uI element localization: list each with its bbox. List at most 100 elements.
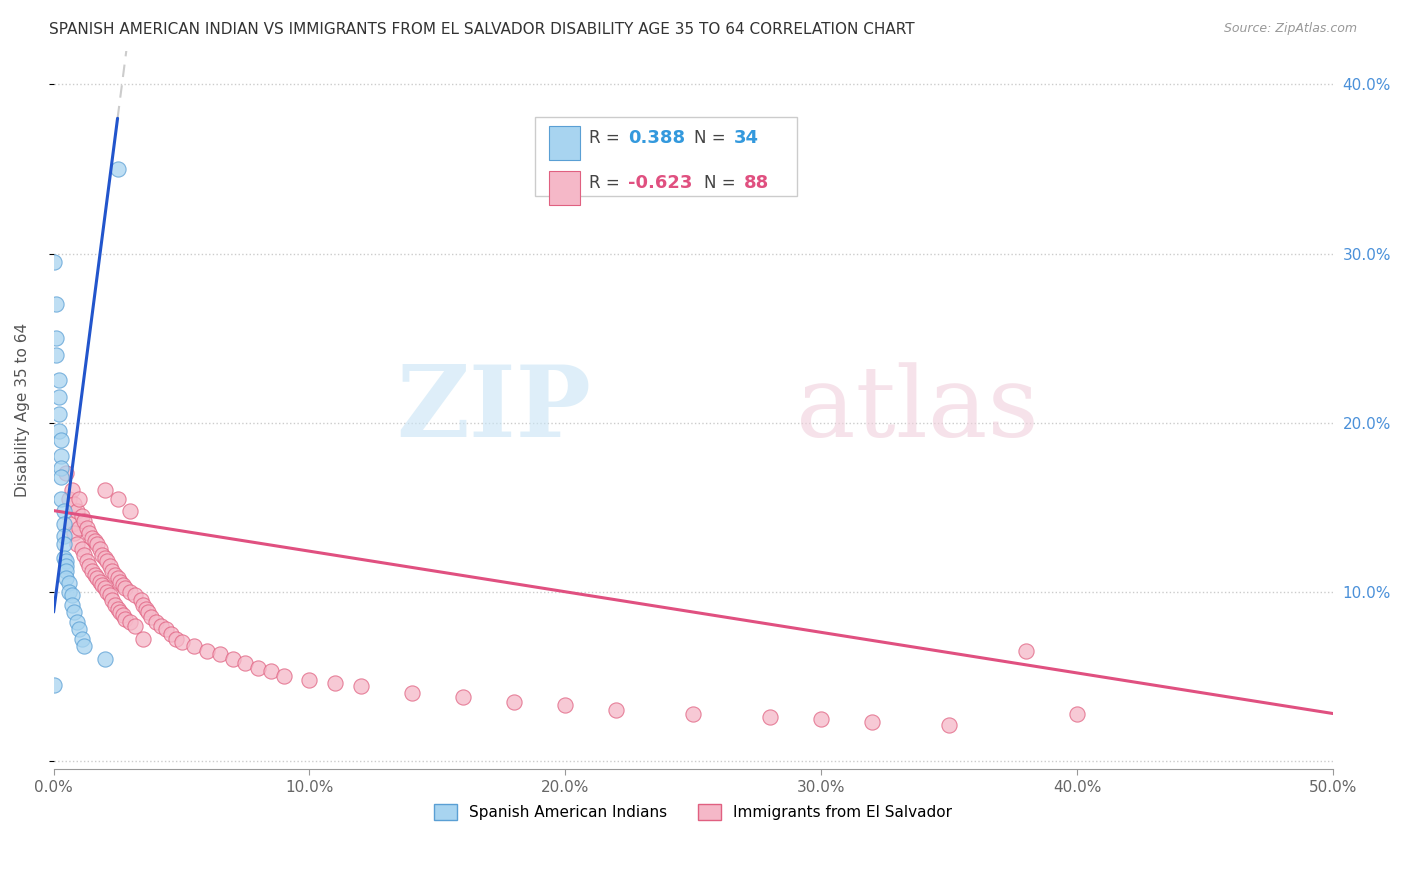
Point [83,534,105,549]
Point [42,678,65,692]
Point [247,661,270,675]
Point [55,571,77,585]
Point [70,632,93,646]
Legend: Spanish American Indians, Immigrants from El Salvador: Spanish American Indians, Immigrants fro… [427,798,959,826]
Point [63,605,86,619]
Text: R =: R = [589,129,624,147]
Point [42,255,65,269]
Point [45,331,67,345]
Point [91,548,114,562]
Y-axis label: Disability Age 35 to 64: Disability Age 35 to 64 [15,323,30,497]
Text: ZIP: ZIP [396,361,591,458]
Point [63,525,86,540]
Point [124,618,146,632]
Text: atlas: atlas [796,362,1038,458]
Point [104,567,127,582]
Point [83,567,105,582]
Point [58,491,80,506]
Point [104,599,127,613]
Point [554,698,576,712]
Text: 34: 34 [734,129,759,147]
Point [107,571,129,585]
Point [55,467,77,481]
Point [401,686,423,700]
Point [51,470,73,484]
Point [120,584,142,599]
Point [132,599,155,613]
Point [48,390,70,404]
Point [124,588,146,602]
Text: R =: R = [589,174,624,192]
Point [323,676,346,690]
Point [107,162,129,177]
Point [682,706,704,721]
Text: -0.623: -0.623 [628,174,693,192]
Point [170,635,193,649]
Point [108,605,131,619]
Point [605,703,627,717]
Point [70,542,93,557]
Point [1015,644,1038,658]
Point [86,537,108,551]
Point [60,599,83,613]
Point [80,531,103,545]
Point [120,615,142,630]
Point [76,554,98,568]
Point [136,605,159,619]
Point [260,665,283,679]
Point [60,588,83,602]
Point [195,644,218,658]
Point [60,483,83,498]
Point [98,559,121,574]
Point [91,578,114,592]
Point [79,525,101,540]
Point [60,517,83,532]
Point [55,559,77,574]
Point [73,639,96,653]
Point [208,648,231,662]
Point [101,593,124,607]
Point [298,673,321,687]
Point [155,622,177,636]
Point [73,548,96,562]
Point [349,680,371,694]
Point [52,503,75,517]
Point [52,517,75,532]
Point [58,576,80,591]
Point [114,582,136,596]
Point [45,348,67,362]
Point [150,618,173,632]
Point [160,627,183,641]
Point [48,407,70,421]
Point [451,690,474,704]
Point [145,615,167,630]
Point [66,503,89,517]
Point [45,297,67,311]
Point [52,537,75,551]
Point [759,710,782,724]
Point [80,565,103,579]
Point [132,632,155,646]
Point [108,574,131,589]
Point [48,424,70,438]
Text: 0.388: 0.388 [628,129,685,147]
Point [58,584,80,599]
Point [67,491,90,506]
Point [51,433,73,447]
Point [860,714,883,729]
Text: N =: N = [704,174,741,192]
Point [114,612,136,626]
Point [66,537,89,551]
Point [503,695,526,709]
Point [938,718,960,732]
Point [94,652,117,666]
Text: N =: N = [695,129,731,147]
Point [89,574,111,589]
Point [107,491,129,506]
Point [76,520,98,534]
Point [67,520,90,534]
Point [165,632,187,646]
Text: 88: 88 [744,174,769,192]
Point [222,652,245,666]
Point [52,550,75,565]
